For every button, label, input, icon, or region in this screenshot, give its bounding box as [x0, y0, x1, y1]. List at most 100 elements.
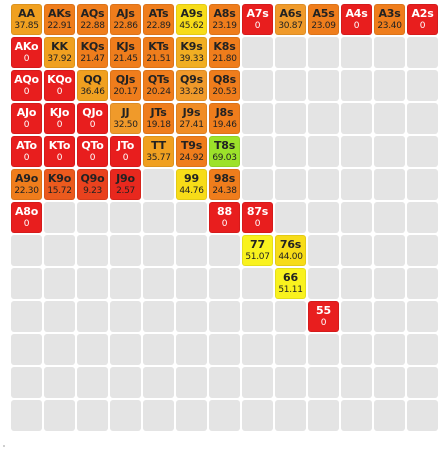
hand-cell-ako[interactable]: AKo 0 — [11, 37, 42, 68]
empty-cell — [341, 400, 372, 431]
empty-cell — [110, 268, 141, 299]
empty-cell — [143, 268, 174, 299]
hand-cell-j8s[interactable]: J8s 19.46 — [209, 103, 240, 134]
hand-cell-aqo[interactable]: AQo 0 — [11, 70, 42, 101]
hand-cell-kk[interactable]: KK 37.92 — [44, 37, 75, 68]
hand-cell-55[interactable]: 55 0 — [308, 301, 339, 332]
hand-label: K9s — [180, 40, 203, 53]
hand-value: 22.88 — [80, 21, 105, 31]
hand-cell-a5s[interactable]: A5s 23.09 — [308, 4, 339, 35]
empty-cell — [275, 202, 306, 233]
empty-cell — [308, 268, 339, 299]
empty-cell — [407, 400, 438, 431]
empty-cell — [209, 367, 240, 398]
hand-cell-k9o[interactable]: K9o 15.72 — [44, 169, 75, 200]
hand-cell-a8o[interactable]: A8o 0 — [11, 202, 42, 233]
hand-cell-76s[interactable]: 76s 44.00 — [275, 235, 306, 266]
hand-cell-qjs[interactable]: QJs 20.17 — [110, 70, 141, 101]
hand-cell-qts[interactable]: QTs 20.24 — [143, 70, 174, 101]
empty-cell — [209, 334, 240, 365]
hand-label: KTo — [48, 139, 71, 152]
hand-label: 55 — [316, 304, 331, 317]
hand-label: AQs — [80, 7, 105, 20]
hand-cell-77[interactable]: 77 51.07 — [242, 235, 273, 266]
empty-cell — [143, 202, 174, 233]
hand-cell-jj[interactable]: JJ 32.50 — [110, 103, 141, 134]
hand-cell-a2s[interactable]: A2s 0 — [407, 4, 438, 35]
hand-cell-a8s[interactable]: A8s 23.19 — [209, 4, 240, 35]
hand-cell-a9o[interactable]: A9o 22.30 — [11, 169, 42, 200]
hand-cell-a9s[interactable]: A9s 45.62 — [176, 4, 207, 35]
empty-cell — [374, 235, 405, 266]
empty-cell — [143, 169, 174, 200]
hand-label: A6s — [279, 7, 302, 20]
hand-cell-66[interactable]: 66 51.11 — [275, 268, 306, 299]
empty-cell — [275, 136, 306, 167]
hand-cell-aa[interactable]: AA 37.85 — [11, 4, 42, 35]
hand-cell-kqs[interactable]: KQs 21.47 — [77, 37, 108, 68]
hand-cell-aks[interactable]: AKs 22.91 — [44, 4, 75, 35]
hand-label: K9o — [47, 172, 72, 185]
hand-label: ATs — [148, 7, 169, 20]
hand-cell-k9s[interactable]: K9s 39.33 — [176, 37, 207, 68]
hand-cell-ato[interactable]: ATo 0 — [11, 136, 42, 167]
empty-cell — [77, 367, 108, 398]
hand-cell-qto[interactable]: QTo 0 — [77, 136, 108, 167]
hand-label: TT — [151, 139, 166, 152]
empty-cell — [374, 367, 405, 398]
hand-cell-j9s[interactable]: J9s 27.41 — [176, 103, 207, 134]
hand-cell-87s[interactable]: 87s 0 — [242, 202, 273, 233]
hand-cell-k8s[interactable]: K8s 21.80 — [209, 37, 240, 68]
empty-cell — [209, 301, 240, 332]
hand-label: T9s — [180, 139, 203, 152]
hand-cell-t8s[interactable]: T8s 69.03 — [209, 136, 240, 167]
empty-cell — [44, 334, 75, 365]
hand-cell-qjo[interactable]: QJo 0 — [77, 103, 108, 134]
hand-value: 27.41 — [179, 120, 204, 130]
hand-value: 33.28 — [179, 87, 204, 97]
hand-cell-q9s[interactable]: Q9s 33.28 — [176, 70, 207, 101]
hand-cell-88[interactable]: 88 0 — [209, 202, 240, 233]
hand-label: QJo — [82, 106, 103, 119]
empty-cell — [341, 334, 372, 365]
hand-value: 19.18 — [146, 120, 171, 130]
hand-label: A4s — [345, 7, 368, 20]
empty-cell — [77, 400, 108, 431]
hand-cell-kto[interactable]: KTo 0 — [44, 136, 75, 167]
hand-cell-99[interactable]: 99 44.76 — [176, 169, 207, 200]
hand-cell-kqo[interactable]: KQo 0 — [44, 70, 75, 101]
empty-cell — [242, 103, 273, 134]
hand-cell-kts[interactable]: KTs 21.51 — [143, 37, 174, 68]
hand-cell-q9o[interactable]: Q9o 9.23 — [77, 169, 108, 200]
hand-label: Q8s — [213, 73, 236, 86]
hand-cell-a3s[interactable]: A3s 23.40 — [374, 4, 405, 35]
empty-cell — [374, 169, 405, 200]
hand-cell-j9o[interactable]: J9o 2.57 — [110, 169, 141, 200]
hand-cell-ajs[interactable]: AJs 22.86 — [110, 4, 141, 35]
hand-cell-a6s[interactable]: A6s 30.87 — [275, 4, 306, 35]
empty-cell — [374, 334, 405, 365]
hand-value: 23.09 — [311, 21, 336, 31]
hand-value: 22.30 — [14, 186, 39, 196]
empty-cell — [341, 202, 372, 233]
hand-cell-ats[interactable]: ATs 22.89 — [143, 4, 174, 35]
empty-cell — [308, 169, 339, 200]
hand-cell-aqs[interactable]: AQs 22.88 — [77, 4, 108, 35]
hand-cell-qq[interactable]: QQ 36.46 — [77, 70, 108, 101]
hand-cell-jts[interactable]: JTs 19.18 — [143, 103, 174, 134]
hand-cell-ajo[interactable]: AJo 0 — [11, 103, 42, 134]
hand-cell-tt[interactable]: TT 35.77 — [143, 136, 174, 167]
hand-cell-98s[interactable]: 98s 24.38 — [209, 169, 240, 200]
empty-cell — [308, 103, 339, 134]
empty-cell — [407, 301, 438, 332]
hand-value: 51.11 — [278, 285, 303, 295]
hand-cell-t9s[interactable]: T9s 24.92 — [176, 136, 207, 167]
hand-cell-a4s[interactable]: A4s 0 — [341, 4, 372, 35]
empty-cell — [77, 202, 108, 233]
hand-value: 23.40 — [377, 21, 402, 31]
hand-cell-kjo[interactable]: KJo 0 — [44, 103, 75, 134]
hand-cell-q8s[interactable]: Q8s 20.53 — [209, 70, 240, 101]
hand-cell-a7s[interactable]: A7s 0 — [242, 4, 273, 35]
hand-cell-jto[interactable]: JTo 0 — [110, 136, 141, 167]
hand-cell-kjs[interactable]: KJs 21.45 — [110, 37, 141, 68]
